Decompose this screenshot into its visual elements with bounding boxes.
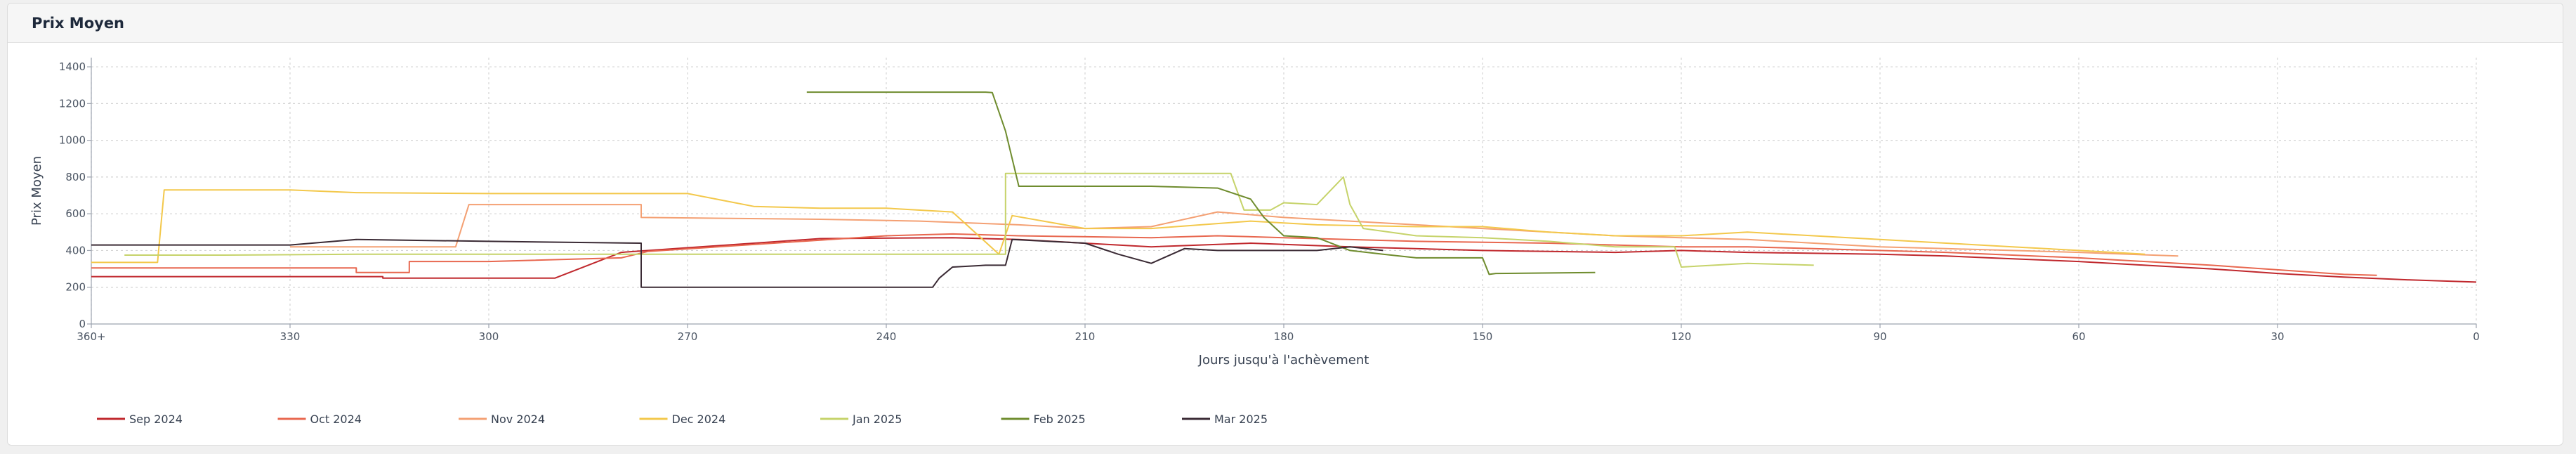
legend-label-oct-2024: Oct 2024 — [310, 413, 362, 426]
y-tick-label: 0 — [79, 318, 86, 330]
x-tick-label: 300 — [479, 330, 499, 343]
series-line-sep-2024 — [91, 237, 2477, 283]
series-line-nov-2024 — [290, 204, 2179, 257]
x-tick-label: 270 — [678, 330, 698, 343]
legend-label-feb-2025: Feb 2025 — [1034, 413, 1086, 426]
x-tick-label: 210 — [1075, 330, 1096, 343]
series-line-oct-2024 — [91, 233, 2377, 276]
grid-lines — [91, 58, 2477, 324]
panel-header: Prix Moyen — [8, 4, 2563, 43]
x-tick-label: 30 — [2271, 330, 2284, 343]
panel-title: Prix Moyen — [32, 14, 125, 32]
y-tick-label: 1200 — [59, 97, 86, 110]
legend-label-mar-2025: Mar 2025 — [1214, 413, 1268, 426]
x-tick-label: 60 — [2072, 330, 2085, 343]
y-tick-label: 200 — [65, 281, 86, 294]
series-line-dec-2024 — [91, 189, 2145, 264]
x-tick-label: 150 — [1473, 330, 1493, 343]
legend: Sep 2024 Oct 2024 Nov 2024 Dec 2024 Jan 2025… — [97, 413, 1268, 426]
x-tick-label: 0 — [2473, 330, 2480, 343]
series-line-mar-2025 — [91, 238, 1384, 288]
legend-label-dec-2024: Dec 2024 — [672, 413, 726, 426]
y-tick-label: 1400 — [59, 60, 86, 73]
series-lines — [91, 91, 2477, 288]
series-line-feb-2025 — [806, 91, 1596, 275]
series-line-jan-2025 — [124, 172, 1814, 268]
x-tick-label: 120 — [1671, 330, 1692, 343]
x-tick-label: 360+ — [77, 330, 105, 343]
legend-label-nov-2024: Nov 2024 — [491, 413, 545, 426]
y-tick-label: 800 — [65, 171, 86, 183]
y-tick-label: 400 — [65, 244, 86, 257]
y-tick-label: 600 — [65, 207, 86, 220]
x-axis-title: Jours jusqu'à l'achèvement — [1198, 353, 1369, 368]
y-axis-title: Prix Moyen — [29, 156, 44, 226]
x-tick-label: 330 — [280, 330, 301, 343]
y-tick-label: 1000 — [59, 134, 86, 147]
axes: 360+ 330 300 270 240 210 180 150 120 90 60 30 002004… — [59, 58, 2480, 343]
legend-label-sep-2024: Sep 2024 — [129, 413, 183, 426]
chart-panel: Prix Moyen — [7, 3, 2563, 446]
x-tick-label: 180 — [1274, 330, 1294, 343]
x-tick-label: 90 — [1873, 330, 1886, 343]
legend-label-jan-2025: Jan 2025 — [852, 413, 902, 426]
x-tick-label: 240 — [876, 330, 897, 343]
